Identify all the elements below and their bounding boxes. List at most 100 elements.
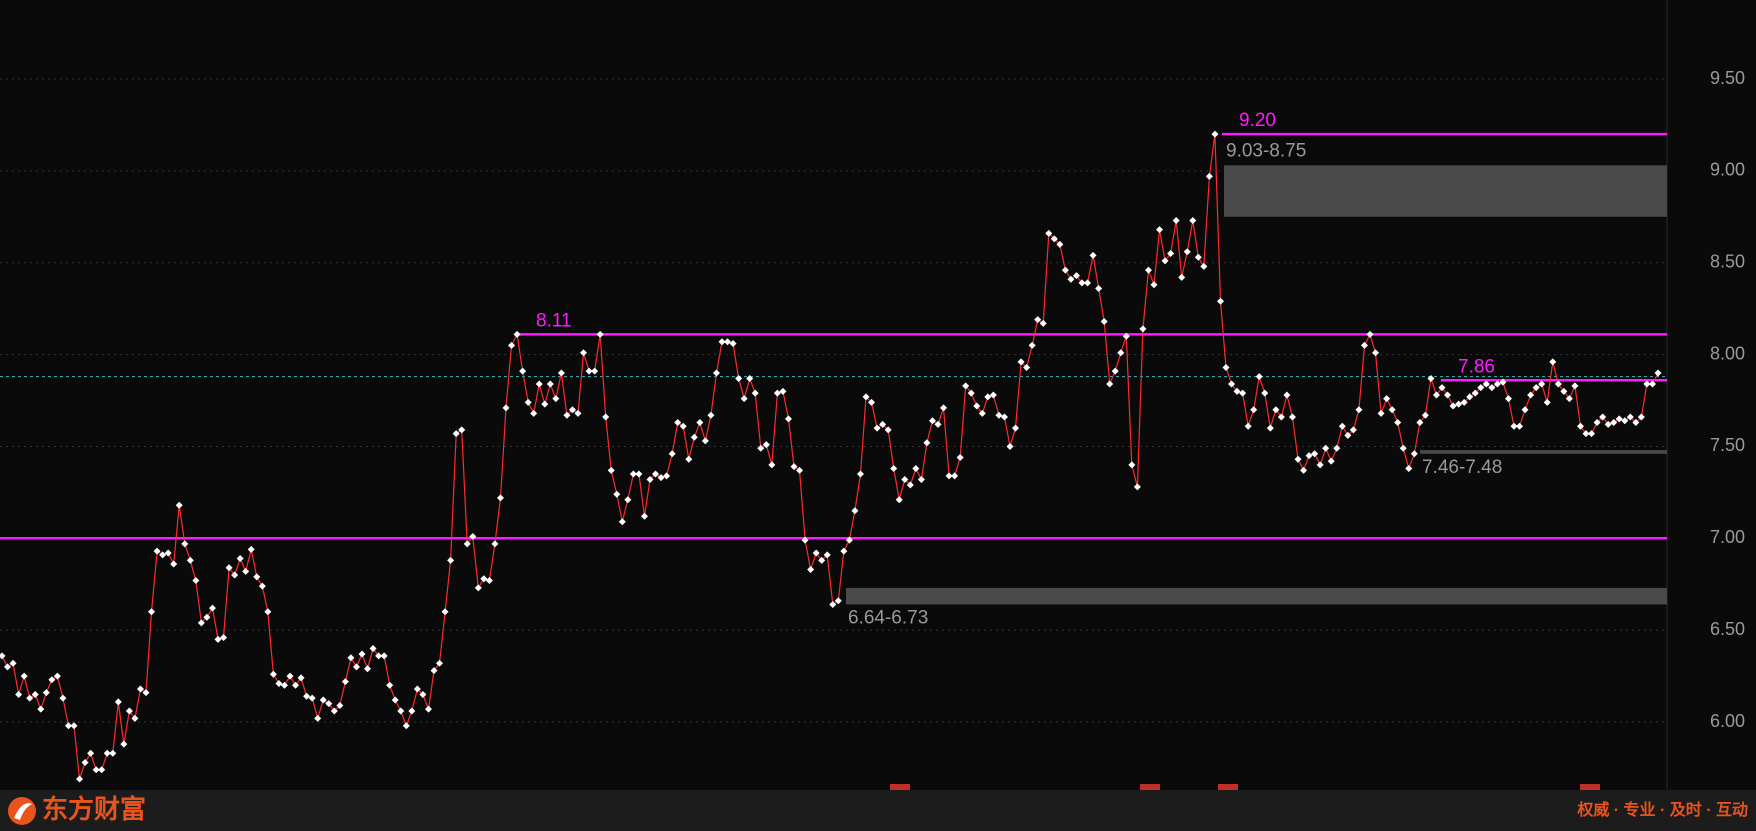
price-point [663, 472, 671, 480]
price-point [76, 775, 84, 783]
price-point [308, 694, 316, 702]
price-point [53, 672, 61, 680]
price-point [596, 330, 604, 338]
price-point [1499, 378, 1507, 386]
price-point [64, 722, 72, 730]
price-point [1416, 419, 1424, 427]
price-point [1078, 279, 1086, 287]
price-point [1444, 391, 1452, 399]
price-point [712, 369, 720, 377]
price-point [652, 470, 660, 478]
price-point [1072, 272, 1080, 280]
price-point [419, 690, 427, 698]
price-point [1460, 398, 1468, 406]
price-point [1122, 332, 1130, 340]
price-point [1061, 266, 1069, 274]
zone-label: 9.03-8.75 [1226, 140, 1306, 161]
price-point [491, 540, 499, 548]
price-point [81, 758, 89, 766]
price-point [0, 652, 6, 660]
price-point [114, 698, 122, 706]
price-point [879, 420, 887, 428]
price-point [818, 556, 826, 564]
price-point [502, 404, 510, 412]
price-point [1189, 216, 1197, 224]
price-point [148, 608, 156, 616]
zone-label: 6.64-6.73 [848, 607, 928, 628]
price-point [1316, 461, 1324, 469]
price-point [1493, 380, 1501, 388]
price-point [535, 380, 543, 388]
price-point [751, 389, 759, 397]
price-point [928, 417, 936, 425]
y-tick-label: 8.00 [1710, 343, 1745, 363]
price-point [1360, 341, 1368, 349]
price-point [1394, 419, 1402, 427]
price-point [214, 635, 222, 643]
price-point [1643, 380, 1651, 388]
price-point [629, 470, 637, 478]
price-point [1017, 358, 1025, 366]
price-point [1366, 330, 1374, 338]
price-point [1045, 229, 1053, 237]
price-point [984, 393, 992, 401]
price-point [1626, 413, 1634, 421]
price-point [1549, 358, 1557, 366]
zone [1224, 165, 1667, 217]
price-point [220, 634, 228, 642]
price-point [1421, 411, 1429, 419]
zone-label: 7.46-7.48 [1422, 457, 1502, 478]
price-point [1610, 419, 1618, 427]
price-point [884, 426, 892, 434]
price-point [341, 678, 349, 686]
price-point [325, 700, 333, 708]
price-point [1211, 130, 1219, 138]
price-point [1283, 391, 1291, 399]
price-point [142, 689, 150, 697]
price-point [1322, 444, 1330, 452]
price-point [735, 374, 743, 382]
price-point [408, 707, 416, 715]
price-point [1277, 413, 1285, 421]
price-point [757, 444, 765, 452]
price-point [1648, 380, 1656, 388]
price-point [674, 419, 682, 427]
y-tick-label: 7.00 [1710, 527, 1745, 547]
price-point [1172, 216, 1180, 224]
price-point [485, 577, 493, 585]
level-label: 9.20 [1239, 110, 1276, 131]
event-marker [1580, 784, 1600, 790]
price-point [1432, 391, 1440, 399]
price-point [1565, 395, 1573, 403]
price-point [690, 433, 698, 441]
price-point [1100, 318, 1108, 326]
price-point [1521, 406, 1529, 414]
price-point [391, 696, 399, 704]
price-point [170, 560, 178, 568]
price-point [1632, 419, 1640, 427]
price-point [607, 466, 615, 474]
slogan: 权威 · 专业 · 及时 · 互动 [1576, 800, 1748, 819]
zone [846, 587, 1667, 605]
price-point [441, 608, 449, 616]
price-point [463, 540, 471, 548]
price-point [768, 461, 776, 469]
price-point [1216, 297, 1224, 305]
price-point [1405, 464, 1413, 472]
price-point [458, 426, 466, 434]
price-point [707, 411, 715, 419]
price-point [901, 476, 909, 484]
price-point [945, 472, 953, 480]
price-point [1516, 422, 1524, 430]
price-point [236, 555, 244, 563]
price-point [397, 707, 405, 715]
price-point [1261, 389, 1269, 397]
price-point [1150, 281, 1158, 289]
price-point [640, 512, 648, 520]
price-point [613, 490, 621, 498]
price-point [1255, 373, 1263, 381]
price-point [1599, 413, 1607, 421]
price-point [868, 398, 876, 406]
price-point [136, 685, 144, 693]
price-point [319, 696, 327, 704]
